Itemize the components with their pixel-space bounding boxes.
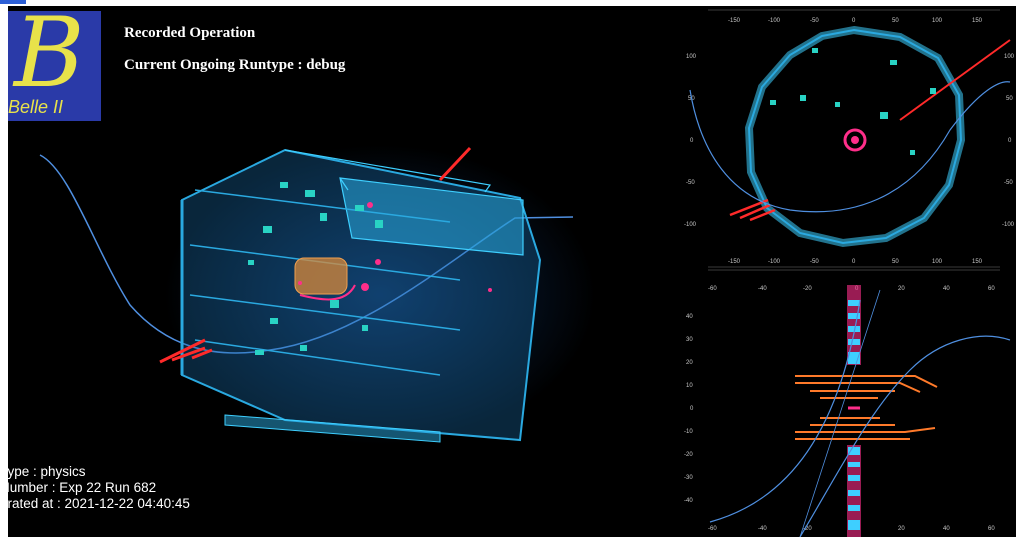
info-type: Type : physics xyxy=(0,464,86,479)
rphi-ytick: -50 xyxy=(686,180,695,186)
rphi-xtick: 50 xyxy=(892,259,899,265)
rphi-xtick: -50 xyxy=(810,18,819,24)
rphi-hits xyxy=(770,48,936,155)
view-rz[interactable]: -60 -40 -20 0 20 40 60 -60 -40 -20 0 20 … xyxy=(684,269,1011,537)
runtype-status: Current Ongoing Runtype : debug xyxy=(124,57,346,73)
rphi-xtick: 100 xyxy=(932,259,943,265)
beampipe-cross-section xyxy=(843,128,867,152)
track-arc xyxy=(299,284,356,301)
rphi-xtick: 100 xyxy=(932,18,943,24)
rz-ticks: -60 -40 -20 0 20 40 60 -60 -40 -20 0 20 … xyxy=(684,286,995,532)
rphi-xtick: 150 xyxy=(972,259,983,265)
interaction-point xyxy=(851,136,859,144)
rz-ytick: 0 xyxy=(690,406,694,412)
muon-track-upper xyxy=(438,146,472,182)
rphi-ytick: -100 xyxy=(684,222,697,228)
rz-track-2 xyxy=(799,335,1011,537)
rz-xtick: -60 xyxy=(708,286,717,292)
rz-xtick: 60 xyxy=(988,286,995,292)
rz-ytick: -10 xyxy=(684,429,693,435)
rz-ytick: 20 xyxy=(686,360,693,366)
vertex-detector xyxy=(294,257,348,295)
rz-ytick: 30 xyxy=(686,337,693,343)
info-run-number: Number : Exp 22 Run 682 xyxy=(0,480,157,495)
rz-ytick: -20 xyxy=(684,452,693,458)
rz-xtick: -40 xyxy=(758,526,767,532)
rz-tracker-lower-bars xyxy=(848,447,860,530)
rphi-xtick: -50 xyxy=(810,259,819,265)
logo-wordmark: Belle II xyxy=(8,97,64,117)
barrel-top-panel xyxy=(339,177,524,256)
view-3d-barrel[interactable] xyxy=(39,145,595,445)
rz-xtick: 40 xyxy=(943,286,950,292)
barrel-bottom-rail xyxy=(224,414,441,443)
top-bar xyxy=(0,0,1016,6)
rphi-muon-tracks-lower xyxy=(729,198,776,222)
rz-xtick: -20 xyxy=(803,286,812,292)
muon-tracks-lower xyxy=(159,338,213,364)
rz-xtick: -40 xyxy=(758,286,767,292)
rphi-xtick: 0 xyxy=(852,259,856,265)
rphi-ytick: 0 xyxy=(1008,138,1012,144)
rphi-xtick: -100 xyxy=(768,259,781,265)
page-title: Recorded Operation xyxy=(124,25,256,41)
rphi-xtick: 50 xyxy=(892,18,899,24)
rphi-xtick: 0 xyxy=(852,18,856,24)
rphi-ytick: 0 xyxy=(690,138,694,144)
rphi-ytick: 100 xyxy=(1004,54,1015,60)
rz-track-3 xyxy=(799,289,881,537)
rz-ytick: -30 xyxy=(684,475,693,481)
rz-xtick: -60 xyxy=(708,526,717,532)
info-generated-at: erated at : 2021-12-22 04:40:45 xyxy=(0,496,190,511)
view-rphi[interactable]: -150 -100 -50 0 50 100 150 -150 -100 -50… xyxy=(684,9,1015,268)
rphi-ytick: 100 xyxy=(686,54,697,60)
rz-xtick: 20 xyxy=(898,286,905,292)
rphi-ytick: 50 xyxy=(1006,96,1013,102)
barrel-top-rail xyxy=(284,149,492,193)
rphi-ticks: -150 -100 -50 0 50 100 150 -150 -100 -50… xyxy=(684,18,1015,265)
rphi-ytick: -100 xyxy=(1002,222,1015,228)
belle-ii-logo: B Belle II xyxy=(8,5,101,121)
rz-xtick: 40 xyxy=(943,526,950,532)
rphi-xtick: -150 xyxy=(728,18,741,24)
rphi-axis-lines xyxy=(708,9,1000,268)
rz-xtick: -20 xyxy=(803,526,812,532)
logo-b-glyph: B xyxy=(14,0,85,109)
rz-track-1 xyxy=(709,299,861,523)
rz-ytick: 40 xyxy=(686,314,693,320)
rphi-muon-track xyxy=(899,39,1011,121)
rphi-track xyxy=(689,81,1011,213)
rphi-ytick: -50 xyxy=(1004,180,1013,186)
rz-xtick: 60 xyxy=(988,526,995,532)
rphi-xtick: 150 xyxy=(972,18,983,24)
rz-ytick: 10 xyxy=(686,383,693,389)
track-hits xyxy=(298,202,492,292)
rphi-xtick: -150 xyxy=(728,259,741,265)
rz-ytick: -40 xyxy=(684,498,693,504)
rz-xtick: 20 xyxy=(898,526,905,532)
rphi-xtick: -100 xyxy=(768,18,781,24)
top-tab-indicator[interactable] xyxy=(0,0,26,4)
cdc-hits xyxy=(248,182,383,355)
rz-klm-layers xyxy=(795,375,938,440)
